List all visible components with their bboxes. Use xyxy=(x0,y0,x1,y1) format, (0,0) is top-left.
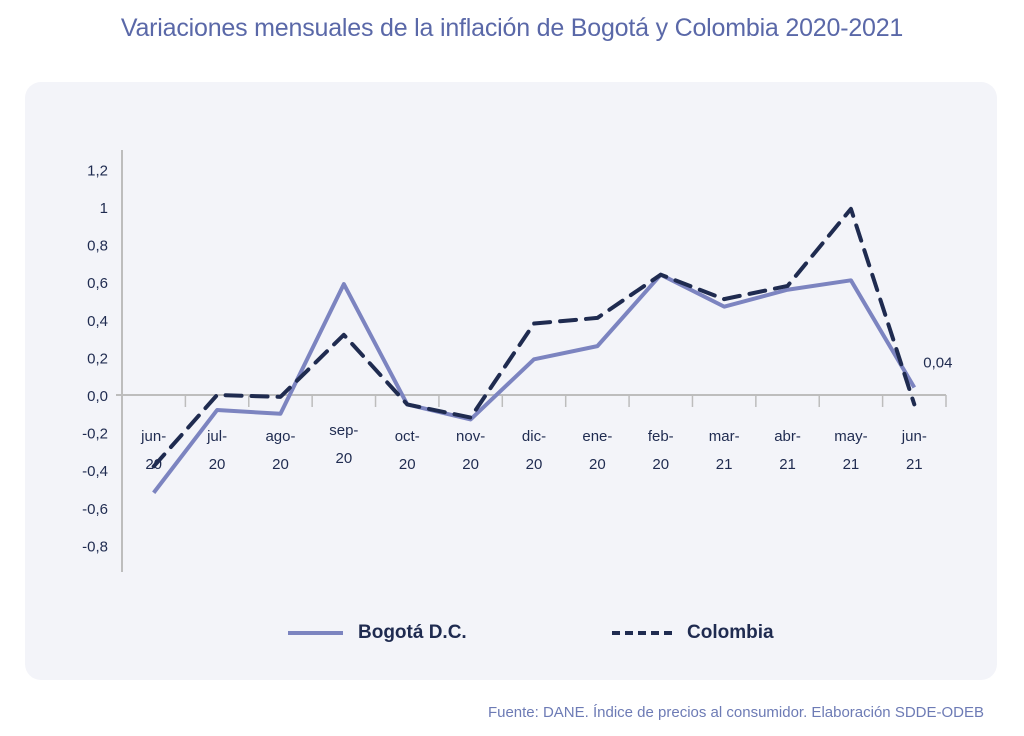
x-tick-label-year: 20 xyxy=(589,456,606,473)
legend-label-colombia: Colombia xyxy=(687,622,774,643)
x-tick-label-year: 20 xyxy=(399,456,416,473)
x-tick-label-year: 20 xyxy=(652,456,669,473)
y-tick-label: 1 xyxy=(100,200,108,217)
y-tick-label: -0,2 xyxy=(82,426,108,443)
series-line-colombia xyxy=(151,206,917,469)
x-tick-label: jun- xyxy=(140,428,166,445)
x-tick-label-year: 20 xyxy=(462,456,479,473)
x-tick-label: ago- xyxy=(265,428,295,445)
x-tick-label: jun- xyxy=(901,428,927,445)
x-tick-label: jul- xyxy=(206,428,227,445)
x-tick-label-year: 20 xyxy=(336,450,353,467)
series-line-bogota xyxy=(152,272,917,494)
chart-title: Variaciones mensuales de la inflación de… xyxy=(120,14,904,42)
y-tick-label: -0,8 xyxy=(82,538,108,555)
y-tick-label: 0,4 xyxy=(87,313,108,330)
y-tick-label: -0,4 xyxy=(82,463,108,480)
x-tick-label: oct- xyxy=(395,428,420,445)
legend-swatch-solid xyxy=(288,631,343,635)
y-tick-label: 0,0 xyxy=(87,388,108,405)
x-axis: jun- 20 jul- 20 ago- 20 sep- 20 oct- 20 nov- 20 dic-… xyxy=(116,394,947,473)
source-note: Fuente: DANE. Índice de precios al consu… xyxy=(487,704,984,721)
x-tick-label: sep- xyxy=(329,422,358,439)
data-label: 0,04 xyxy=(923,354,952,371)
x-tick-label: mar- xyxy=(709,428,740,445)
y-tick-label: 0,6 xyxy=(87,275,108,292)
x-tick-label-year: 20 xyxy=(272,456,289,473)
x-tick-label: may- xyxy=(834,428,867,445)
legend-item-bogota: Bogotá D.C. xyxy=(288,622,467,644)
x-tick-label-year: 21 xyxy=(779,456,796,473)
x-tick-label: nov- xyxy=(456,428,485,445)
x-tick-label-year: 20 xyxy=(209,456,226,473)
x-tick-label: feb- xyxy=(648,428,674,445)
y-tick-label: 1,2 xyxy=(87,162,108,179)
x-tick-label-year: 20 xyxy=(526,456,543,473)
y-axis: 1,2 1 0,8 0,6 0,4 0,2 0,0 -0,2 -0,4 -0,6 -0,8 xyxy=(82,150,123,572)
x-tick-label-year: 21 xyxy=(843,456,860,473)
series-group xyxy=(151,206,917,494)
legend-swatch-dashed xyxy=(612,631,672,635)
legend-label-bogota: Bogotá D.C. xyxy=(358,622,467,643)
y-tick-label: 0,2 xyxy=(87,350,108,367)
y-tick-label: 0,8 xyxy=(87,238,108,255)
x-tick-label-year: 21 xyxy=(716,456,733,473)
x-tick-label-year: 21 xyxy=(906,456,923,473)
x-tick-label: ene- xyxy=(582,428,612,445)
x-tick-label: abr- xyxy=(774,428,801,445)
legend-item-colombia: Colombia xyxy=(612,622,774,644)
annotations: 0,04 xyxy=(923,354,952,371)
y-tick-label: -0,6 xyxy=(82,501,108,518)
x-tick-label: dic- xyxy=(522,428,546,445)
